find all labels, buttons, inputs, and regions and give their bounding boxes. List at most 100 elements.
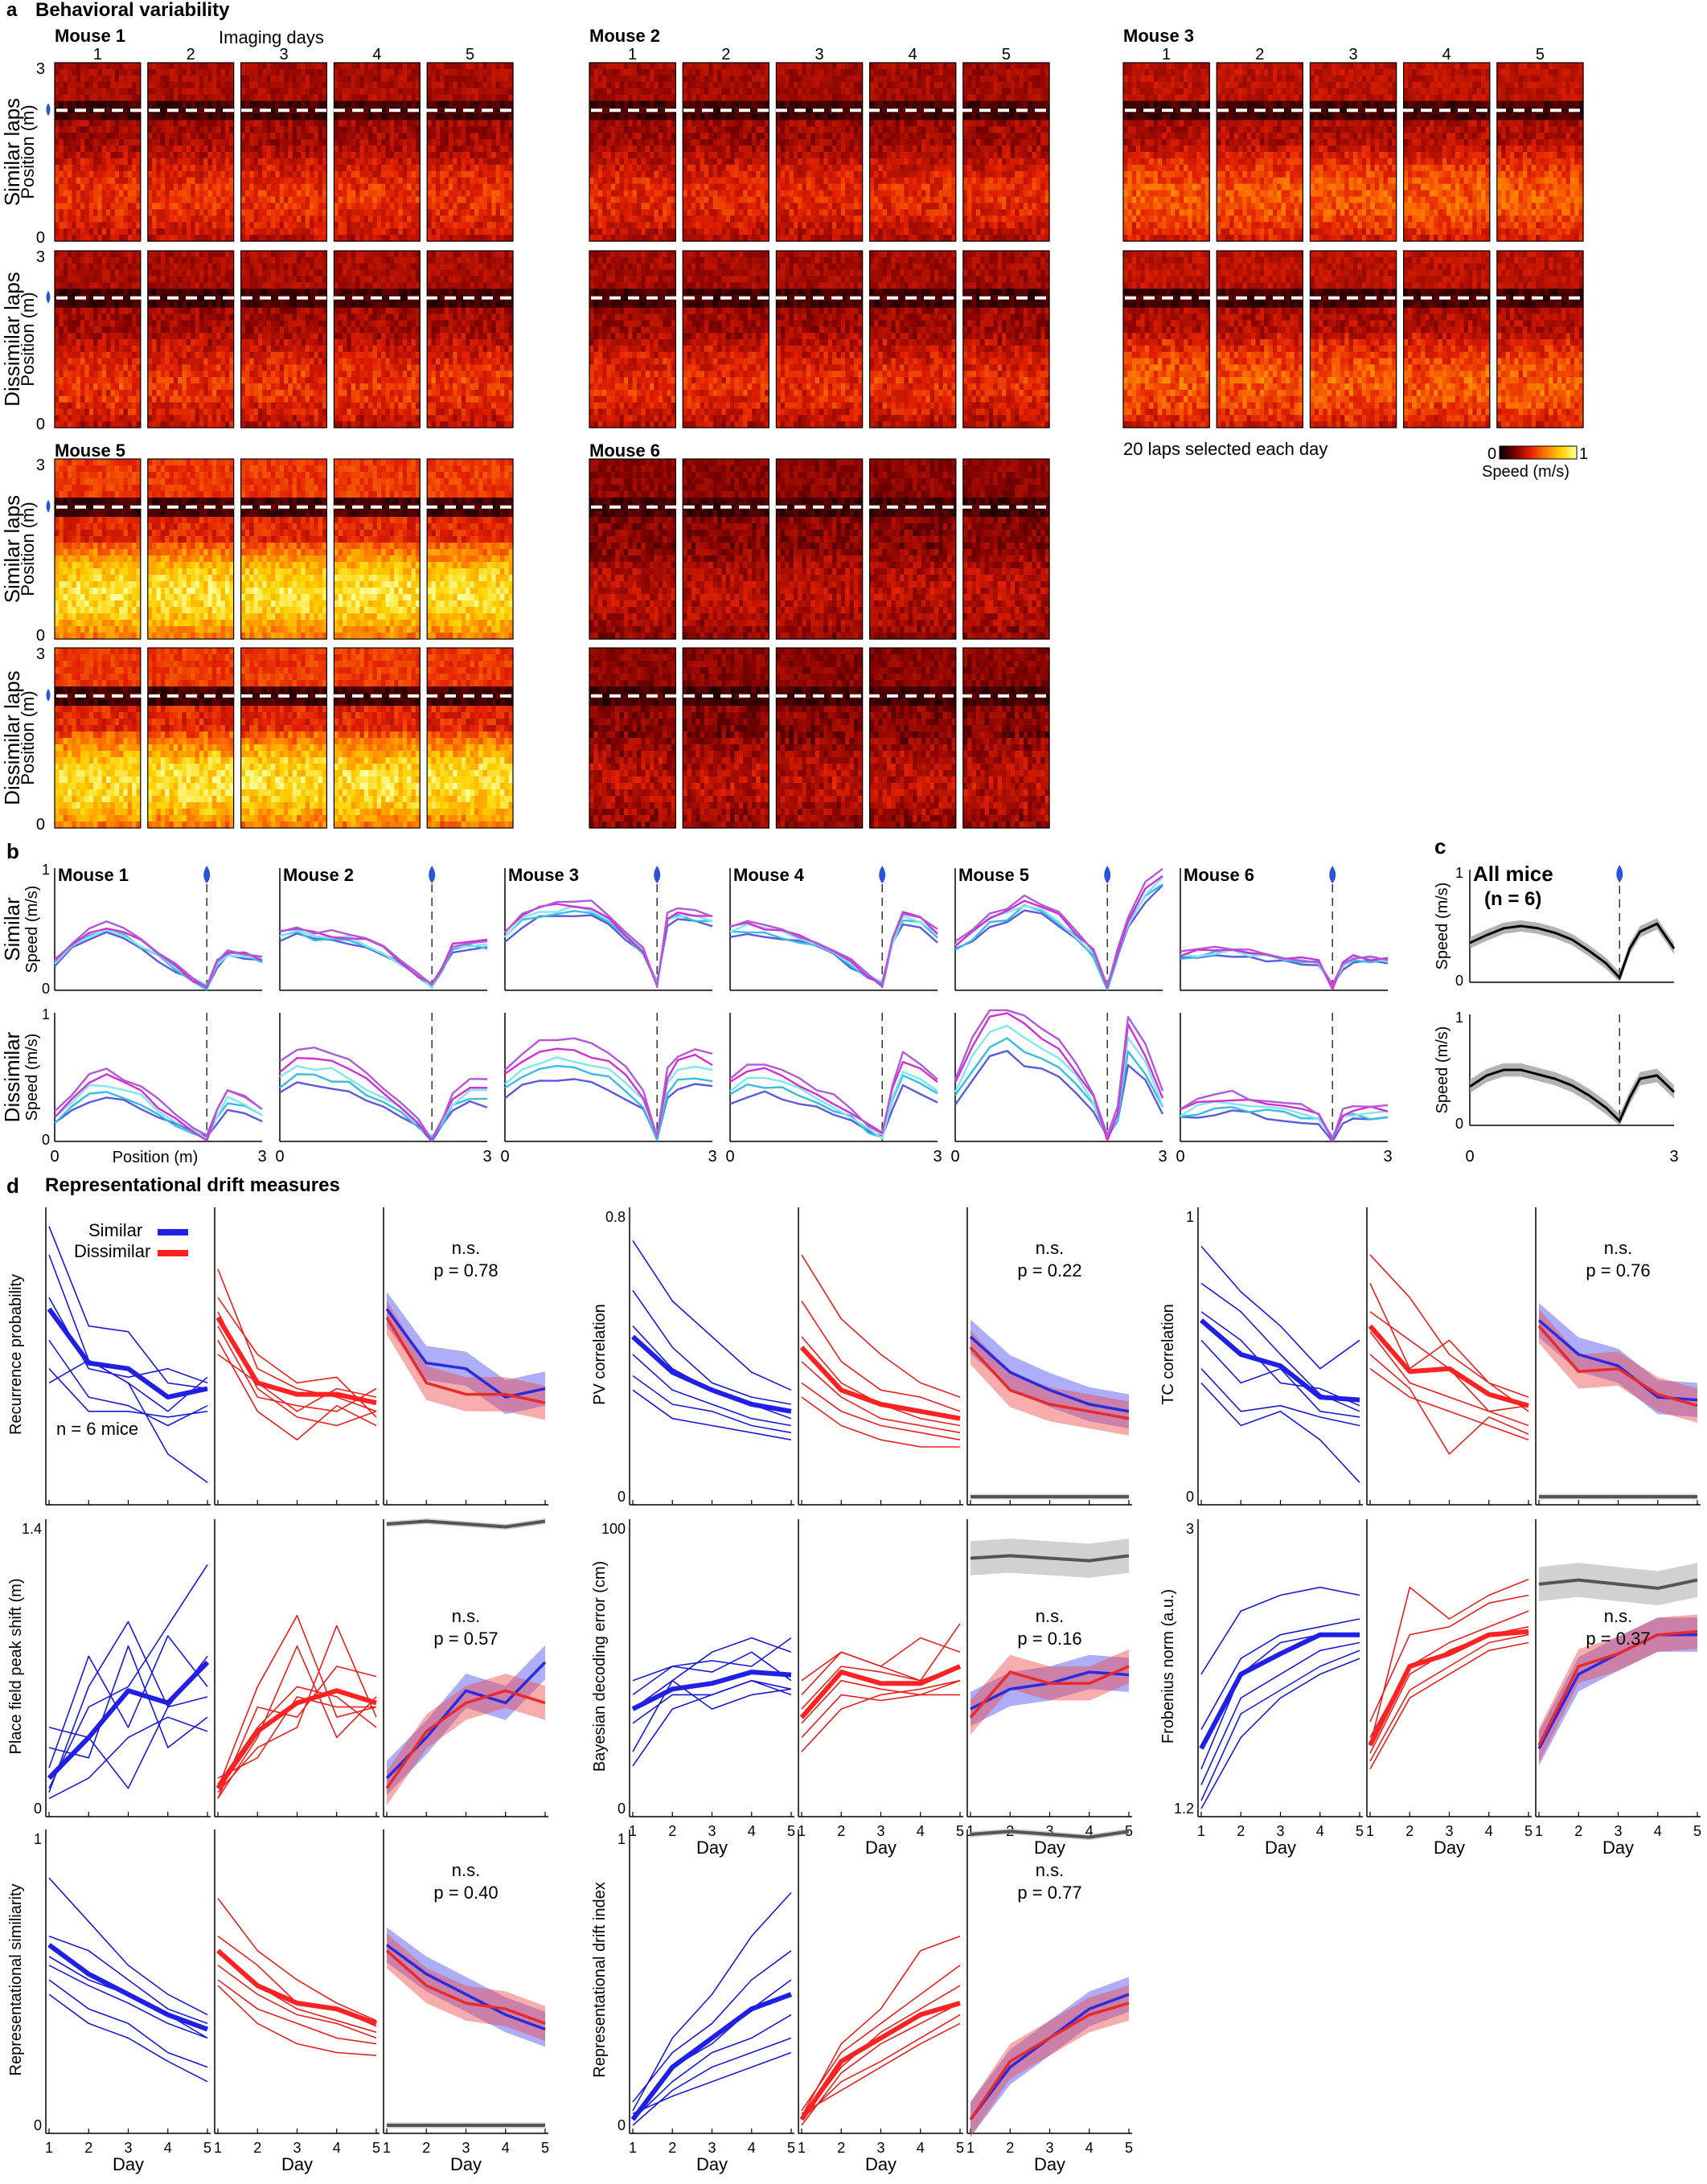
heatmap-cell	[152, 383, 157, 390]
heatmap-cell	[347, 171, 351, 178]
heatmap-cell	[102, 178, 107, 185]
heatmap-cell	[394, 165, 399, 172]
heatmap-cell	[110, 421, 115, 428]
heatmap-cell	[191, 139, 195, 146]
heatmap-cell	[343, 158, 347, 166]
heatmap-cell	[115, 377, 120, 383]
heatmap-cell	[355, 209, 360, 216]
heatmap-cell	[293, 108, 297, 115]
heatmap-cell	[123, 364, 128, 371]
heatmap-cell	[187, 158, 191, 166]
heatmap-cell	[123, 209, 128, 216]
heatmap-cell	[89, 301, 94, 308]
heatmap-cell	[110, 171, 115, 178]
heatmap-cell	[72, 346, 76, 352]
heatmap-cell	[470, 209, 475, 216]
heatmap-cell	[76, 82, 81, 89]
heatmap-cell	[496, 152, 501, 159]
heatmap-cell	[390, 101, 395, 109]
heatmap-cell	[191, 165, 195, 172]
heatmap-cell	[123, 152, 128, 159]
heatmap-cell	[343, 165, 347, 172]
heatmap-cell	[110, 69, 115, 76]
heatmap-cell	[89, 108, 94, 115]
heatmap-cell	[203, 228, 208, 236]
heatmap-cell	[174, 228, 178, 236]
heatmap-cell	[399, 203, 404, 210]
heatmap-cell	[280, 139, 285, 146]
heatmap-cell	[440, 101, 445, 109]
heatmap-cell	[347, 108, 351, 115]
heatmap-cell	[314, 113, 318, 121]
heatmap-cell	[89, 178, 94, 185]
heatmap-cell	[339, 165, 343, 172]
heatmap-cell	[399, 88, 404, 96]
heatmap-cell	[453, 178, 458, 185]
heatmap-cell	[306, 76, 310, 83]
heatmap-cell	[76, 133, 81, 140]
heatmap-cell	[93, 377, 98, 383]
heatmap-cell	[178, 113, 183, 121]
heatmap-cell	[241, 178, 246, 185]
heatmap-cell	[288, 133, 293, 140]
heatmap-cell	[453, 76, 458, 83]
heatmap-cell	[293, 228, 297, 236]
heatmap-cell	[432, 228, 437, 236]
heatmap-cell	[106, 158, 111, 166]
heatmap-cell	[170, 222, 174, 229]
heatmap-cell	[106, 301, 111, 308]
heatmap-cell	[156, 191, 161, 198]
heatmap-cell	[203, 197, 208, 204]
heatmap-cell	[152, 203, 157, 210]
heatmap-cell	[93, 289, 98, 295]
heatmap-cell	[84, 88, 89, 96]
heatmap-cell	[306, 165, 310, 172]
heatmap-cell	[280, 145, 285, 153]
heatmap-cell	[368, 76, 373, 83]
heatmap-cell	[115, 209, 120, 216]
heatmap-cell	[123, 165, 128, 172]
heatmap-cell	[115, 371, 120, 377]
heatmap-cell	[364, 95, 369, 102]
heatmap-cell	[412, 191, 416, 198]
heatmap-cell	[148, 178, 153, 185]
heatmap-cell	[258, 178, 263, 185]
heatmap-cell	[267, 63, 272, 70]
heatmap-cell	[170, 101, 174, 109]
heatmap-cell	[487, 222, 492, 229]
heatmap-cell	[314, 171, 318, 178]
heatmap-cell	[245, 113, 250, 121]
heatmap-cell	[76, 178, 81, 185]
heatmap-cell	[148, 133, 153, 140]
heatmap-cell	[128, 403, 133, 409]
heatmap-cell	[68, 171, 72, 178]
heatmap-cell	[267, 209, 272, 216]
heatmap-cell	[347, 120, 351, 127]
heatmap-cell	[119, 346, 124, 352]
heatmap-cell	[110, 257, 115, 264]
heatmap-cell	[84, 191, 89, 198]
heatmap-cell	[178, 165, 183, 172]
heatmap-cell	[284, 76, 289, 83]
heatmap-cell	[445, 222, 449, 229]
heatmap-cell	[59, 139, 64, 146]
heatmap-cell	[368, 209, 373, 216]
heatmap-cell	[478, 203, 483, 210]
heatmap-cell	[132, 383, 137, 390]
heatmap-cell	[80, 251, 85, 257]
heatmap-cell	[84, 178, 89, 185]
heatmap-cell	[115, 301, 120, 308]
heatmap-cell	[334, 82, 339, 89]
heatmap-cell	[76, 301, 81, 308]
heatmap-cell	[470, 165, 475, 172]
heatmap-cell	[262, 145, 267, 153]
heatmap-cell	[449, 76, 453, 83]
heatmap-cell	[174, 76, 178, 83]
heatmap-cell	[403, 235, 408, 242]
heatmap-mouse-block: Mouse 11 2 3 4 530Position (m)Similar laps30…	[0, 26, 514, 433]
heatmap-cell	[102, 197, 107, 204]
heatmap-cell	[148, 326, 153, 333]
heatmap-cell	[128, 339, 133, 346]
heatmap-cell	[93, 120, 98, 127]
heatmap-cell	[76, 203, 81, 210]
